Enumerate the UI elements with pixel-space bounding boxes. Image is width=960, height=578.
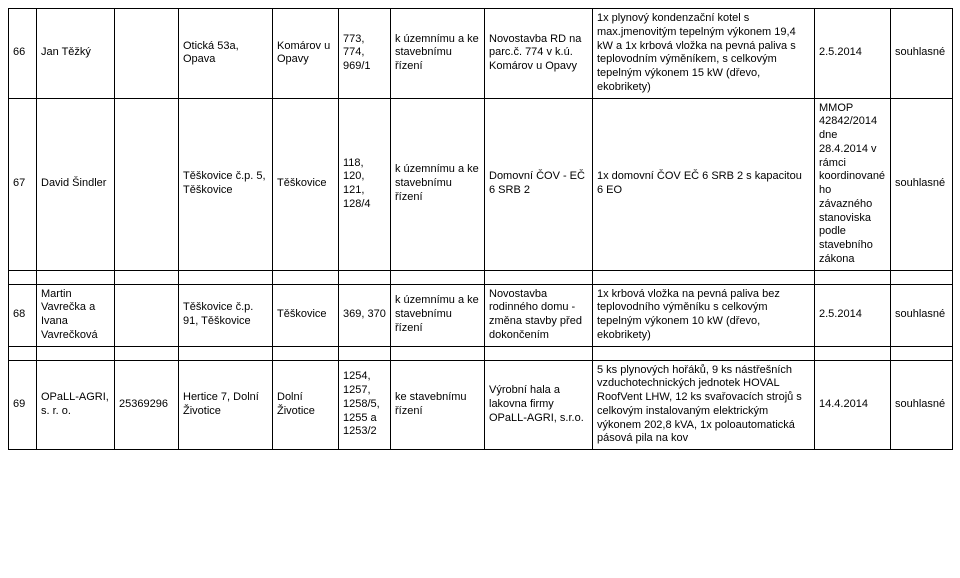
spacer-row (9, 346, 953, 360)
table-row: 69OPaLL-AGRI, s. r. o.25369296Hertice 7,… (9, 360, 953, 450)
cell-proc: k územnímu a ke stavebnímu řízení (391, 284, 485, 346)
spacer-cell (391, 346, 485, 360)
cell-loc: Komárov u Opavy (273, 9, 339, 99)
cell-build: Novostavba RD na parc.č. 774 v k.ú. Komá… (485, 9, 593, 99)
cell-build: Výrobní hala a lakovna firmy OPaLL-AGRI,… (485, 360, 593, 450)
cell-num: 68 (9, 284, 37, 346)
spacer-cell (815, 270, 891, 284)
spacer-cell (891, 270, 953, 284)
cell-parc: 369, 370 (339, 284, 391, 346)
spacer-cell (485, 346, 593, 360)
spacer-cell (815, 346, 891, 360)
cell-desc: 1x krbová vložka na pevná paliva bez tep… (593, 284, 815, 346)
spacer-cell (9, 346, 37, 360)
cell-id (115, 98, 179, 270)
cell-addr: Hertice 7, Dolní Životice (179, 360, 273, 450)
cell-stat: souhlasné (891, 9, 953, 99)
cell-num: 66 (9, 9, 37, 99)
cell-desc: 1x plynový kondenzační kotel s max.jmeno… (593, 9, 815, 99)
cell-id (115, 9, 179, 99)
spacer-cell (179, 346, 273, 360)
cell-proc: k územnímu a ke stavebnímu řízení (391, 98, 485, 270)
cell-stat: souhlasné (891, 284, 953, 346)
cell-date: 14.4.2014 (815, 360, 891, 450)
cell-date: MMOP 42842/2014 dne 28.4.2014 v rámci ko… (815, 98, 891, 270)
spacer-cell (339, 346, 391, 360)
spacer-cell (115, 346, 179, 360)
cell-parc: 773, 774, 969/1 (339, 9, 391, 99)
cell-addr: Otická 53a, Opava (179, 9, 273, 99)
cell-build: Domovní ČOV - EČ 6 SRB 2 (485, 98, 593, 270)
table-row: 66Jan Těžký Otická 53a, OpavaKomárov u Op… (9, 9, 953, 99)
spacer-cell (37, 346, 115, 360)
spacer-row (9, 270, 953, 284)
cell-id: 25369296 (115, 360, 179, 450)
spacer-cell (593, 346, 815, 360)
cell-addr: Těškovice č.p. 91, Těškovice (179, 284, 273, 346)
cell-name: Jan Těžký (37, 9, 115, 99)
cell-proc: ke stavebnímu řízení (391, 360, 485, 450)
cell-date: 2.5.2014 (815, 9, 891, 99)
cell-id (115, 284, 179, 346)
cell-desc: 5 ks plynových hořáků, 9 ks nástřešních … (593, 360, 815, 450)
cell-name: OPaLL-AGRI, s. r. o. (37, 360, 115, 450)
cell-date: 2.5.2014 (815, 284, 891, 346)
cell-loc: Dolní Životice (273, 360, 339, 450)
cell-proc: k územnímu a ke stavebnímu řízení (391, 9, 485, 99)
cell-name: Martin Vavrečka a Ivana Vavrečková (37, 284, 115, 346)
spacer-cell (179, 270, 273, 284)
spacer-cell (115, 270, 179, 284)
cell-parc: 118, 120, 121, 128/4 (339, 98, 391, 270)
cell-num: 69 (9, 360, 37, 450)
spacer-cell (273, 270, 339, 284)
table-row: 67David Šindler Těškovice č.p. 5, Těškovi… (9, 98, 953, 270)
cell-loc: Těškovice (273, 284, 339, 346)
cell-name: David Šindler (37, 98, 115, 270)
cell-stat: souhlasné (891, 360, 953, 450)
spacer-cell (891, 346, 953, 360)
cell-parc: 1254, 1257, 1258/5, 1255 a 1253/2 (339, 360, 391, 450)
cell-loc: Těškovice (273, 98, 339, 270)
cell-stat: souhlasné (891, 98, 953, 270)
table-row: 68Martin Vavrečka a Ivana Vavrečková Těšk… (9, 284, 953, 346)
spacer-cell (9, 270, 37, 284)
spacer-cell (391, 270, 485, 284)
cell-build: Novostavba rodinného domu - změna stavby… (485, 284, 593, 346)
spacer-cell (37, 270, 115, 284)
spacer-cell (339, 270, 391, 284)
spacer-cell (273, 346, 339, 360)
cell-desc: 1x domovní ČOV EČ 6 SRB 2 s kapacitou 6 … (593, 98, 815, 270)
cell-addr: Těškovice č.p. 5, Těškovice (179, 98, 273, 270)
spacer-cell (593, 270, 815, 284)
cell-num: 67 (9, 98, 37, 270)
data-table: 66Jan Těžký Otická 53a, OpavaKomárov u Op… (8, 8, 953, 450)
spacer-cell (485, 270, 593, 284)
